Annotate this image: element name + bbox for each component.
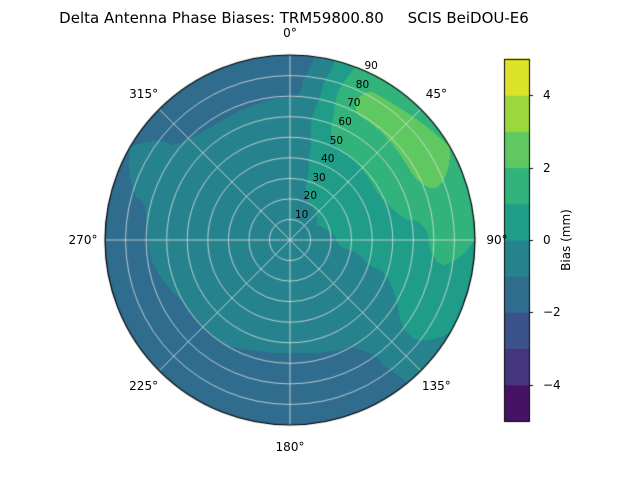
radial-tick-label: 20 [303,190,318,203]
azimuth-tick-label: 225° [129,379,159,394]
radial-tick-label: 50 [329,134,344,147]
radial-tick-label: 70 [347,97,361,110]
colorbar-tick-label: 4 [543,88,551,103]
colorbar-axis-label: Bias (mm) [559,209,573,271]
radial-tick-label: 30 [312,171,326,184]
radial-tick-label: 60 [338,115,352,128]
azimuth-tick-label: 0° [283,26,297,40]
azimuth-tick-label: 315° [129,86,159,101]
radial-tick-label: 90 [364,59,378,72]
radial-tick-label: 80 [355,78,370,91]
azimuth-tick-label: 270° [68,233,98,247]
radial-tick-label: 40 [321,153,335,166]
colorbar-tick-label: 2 [543,160,551,175]
azimuth-tick-label: 45° [425,86,447,101]
chart-title: Delta Antenna Phase Biases: TRM59800.80 … [59,9,529,27]
radial-tick-label: 10 [294,209,309,222]
azimuth-tick-label: 90° [486,233,508,247]
azimuth-tick-label: 180° [275,440,305,454]
colorbar-tick-label: −2 [543,305,561,320]
colorbar-tick-label: 0 [543,233,551,247]
colorbar-tick-label: −4 [543,377,561,392]
azimuth-tick-label: 135° [421,379,451,394]
